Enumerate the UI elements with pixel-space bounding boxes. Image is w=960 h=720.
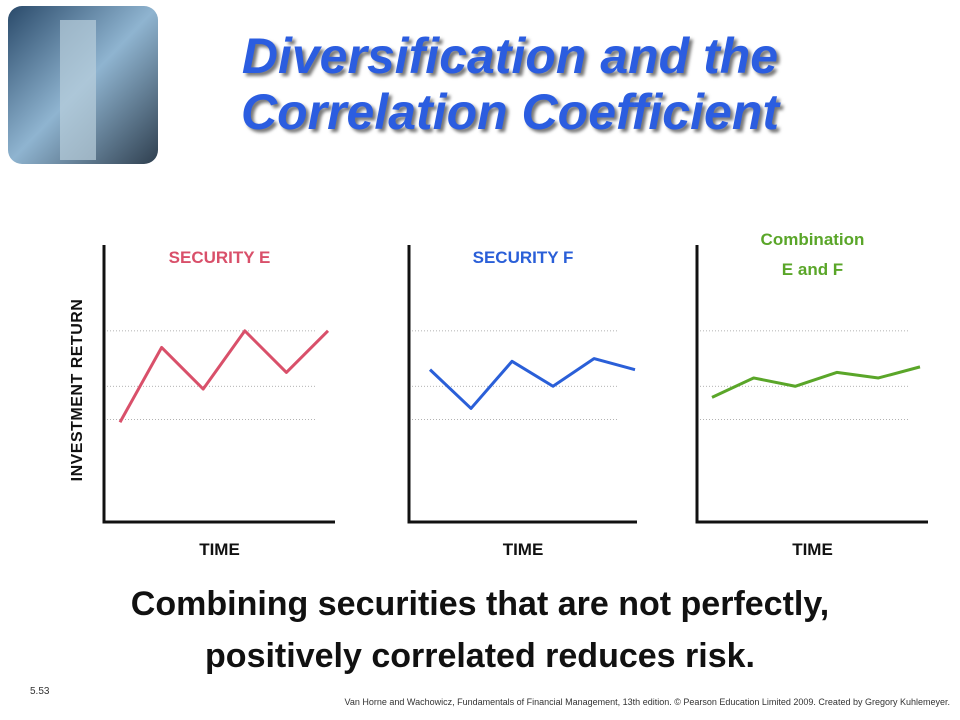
caption: Combining securities that are not perfec…: [130, 585, 830, 675]
building-tower: [60, 20, 96, 160]
series-line: [711, 365, 921, 399]
chart-title: Combination E and F: [760, 230, 865, 279]
y-axis-label: INVESTMENT RETURN: [69, 299, 86, 482]
x-axis-label: TIME: [792, 540, 833, 559]
chart-title: SECURITY E: [168, 248, 271, 267]
series-line: [428, 357, 636, 410]
chart-title: SECURITY F: [472, 248, 574, 267]
x-axis-label: TIME: [502, 540, 544, 559]
footer: Van Horne and Wachowicz, Fundamentals of…: [344, 697, 950, 707]
slide-title: Diversification and the Correlation Coef…: [240, 28, 780, 140]
x-axis-label: TIME: [199, 540, 240, 559]
series-line: [118, 329, 330, 424]
slide-number: 5.53: [30, 686, 50, 697]
